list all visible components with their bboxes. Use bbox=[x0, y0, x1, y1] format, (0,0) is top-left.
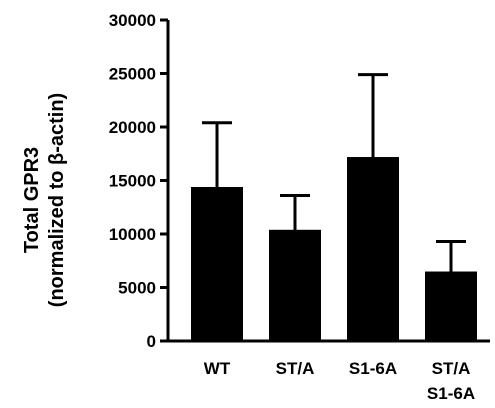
x-tick-label-2: S1-6A bbox=[349, 359, 397, 378]
y-tick-label-25000: 25000 bbox=[109, 65, 156, 84]
bars bbox=[191, 73, 477, 342]
y-tick-label-5000: 5000 bbox=[118, 279, 156, 298]
x-axis-labels: WT ST/A S1-6A ST/A S1-6A bbox=[204, 359, 475, 403]
y-axis-ticks: 0 5000 10000 15000 20000 25000 30000 bbox=[109, 11, 168, 351]
y-tick-label-20000: 20000 bbox=[109, 118, 156, 137]
x-tick-label-0: WT bbox=[204, 359, 231, 378]
bar-1 bbox=[269, 229, 321, 342]
bar-2 bbox=[347, 157, 399, 342]
y-tick-label-0: 0 bbox=[147, 332, 156, 351]
x-tick-label-3-line2: S1-6A bbox=[427, 384, 475, 403]
bar-3 bbox=[425, 271, 477, 342]
x-tick-label-1: ST/A bbox=[276, 359, 315, 378]
y-tick-label-10000: 10000 bbox=[109, 225, 156, 244]
y-tick-label-30000: 30000 bbox=[109, 11, 156, 30]
y-axis-label-line2: (normalized to β-actin) bbox=[46, 93, 68, 307]
y-axis-label-line1: Total GPR3 bbox=[21, 147, 43, 253]
bar-0 bbox=[191, 186, 243, 342]
y-axis-label: Total GPR3 (normalized to β-actin) bbox=[21, 93, 68, 307]
x-tick-label-3: ST/A bbox=[432, 359, 471, 378]
axes bbox=[166, 20, 490, 343]
y-tick-label-15000: 15000 bbox=[109, 172, 156, 191]
